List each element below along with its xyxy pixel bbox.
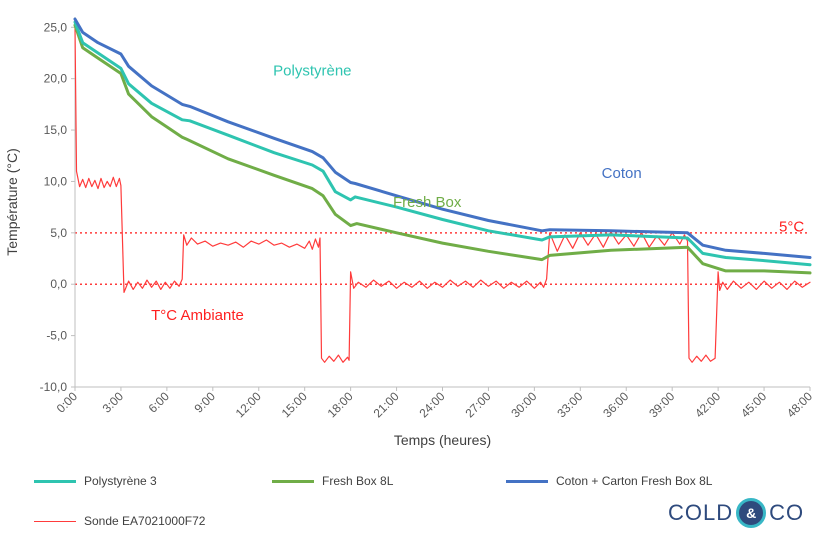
x-tick-label: 48:00 — [784, 389, 815, 420]
legend: Polystyrène 3 Fresh Box 8L Coton + Carto… — [0, 462, 817, 535]
annotations: Polystyrène Coton Fresh Box 5°C T°C Ambiante — [151, 62, 804, 324]
annotation-3: 5°C — [779, 219, 804, 236]
chart: -10,0-5,00,05,010,015,020,025,00:00 3:00 6… — [4, 17, 815, 448]
series-line-1 — [73, 23, 812, 275]
logo-text-right: CO — [769, 500, 805, 525]
y-axis-title: Température (°C) — [4, 148, 20, 256]
x-tick-label: 27:00 — [462, 389, 493, 420]
legend-label-polystyrene: Polystyrène 3 — [84, 474, 157, 488]
y-tick-label: -10,0 — [40, 380, 68, 394]
logo-text-left: COLD — [668, 500, 734, 525]
x-tick-label: 39:00 — [646, 389, 677, 420]
series-line-2 — [73, 17, 812, 259]
y-tick-label: 15,0 — [44, 123, 68, 137]
annotation-2: Fresh Box — [393, 194, 462, 211]
legend-label-coton: Coton + Carton Fresh Box 8L — [556, 474, 713, 488]
y-tick-label: 10,0 — [44, 174, 68, 188]
x-tick-label: 21:00 — [371, 389, 402, 420]
legend-label-fresh-box: Fresh Box 8L — [322, 474, 394, 488]
x-axis-title: Temps (heures) — [394, 432, 491, 448]
legend-swatch-fresh-box — [272, 479, 314, 483]
x-tick-label: 42:00 — [692, 389, 723, 420]
logo-amp: & — [746, 505, 757, 521]
series-line-3 — [74, 26, 811, 363]
x-tick-label: 6:00 — [146, 389, 173, 416]
x-tick-label: 18:00 — [325, 389, 356, 420]
axes: -10,0-5,00,05,010,015,020,025,00:00 3:00 6… — [40, 17, 815, 420]
x-tick-label: 9:00 — [192, 389, 219, 416]
legend-swatch-coton — [506, 479, 548, 483]
series-line-0 — [73, 20, 812, 267]
legend-swatch-sonde — [34, 520, 76, 522]
y-tick-label: 5,0 — [50, 226, 67, 240]
legend-item-sonde: Sonde EA7021000F72 — [34, 514, 205, 528]
y-tick-label: 20,0 — [44, 72, 68, 86]
x-tick-label: 24:00 — [416, 389, 447, 420]
x-tick-label: 12:00 — [233, 389, 264, 420]
x-tick-label: 45:00 — [738, 389, 769, 420]
legend-item-polystyrene: Polystyrène 3 — [34, 474, 157, 488]
annotation-0: Polystyrène — [273, 62, 351, 79]
legend-item-coton: Coton + Carton Fresh Box 8L — [506, 474, 712, 488]
x-tick-label: 15:00 — [279, 389, 310, 420]
y-tick-label: 25,0 — [44, 20, 68, 34]
x-tick-label: 36:00 — [600, 389, 631, 420]
cold-and-co-logo: COLD & CO — [668, 497, 813, 529]
x-tick-label: 33:00 — [554, 389, 585, 420]
x-tick-label: 3:00 — [100, 389, 127, 416]
legend-swatch-polystyrene — [34, 479, 76, 483]
series-group — [73, 17, 812, 363]
logo-circle-icon: & — [736, 498, 767, 528]
annotation-1: Coton — [602, 165, 642, 182]
annotation-4: T°C Ambiante — [151, 307, 244, 324]
legend-label-sonde: Sonde EA7021000F72 — [84, 514, 206, 528]
x-tick-label: 30:00 — [508, 389, 539, 420]
y-tick-label: 0,0 — [50, 277, 67, 291]
y-tick-label: -5,0 — [46, 329, 67, 343]
legend-item-fresh-box: Fresh Box 8L — [272, 474, 393, 488]
